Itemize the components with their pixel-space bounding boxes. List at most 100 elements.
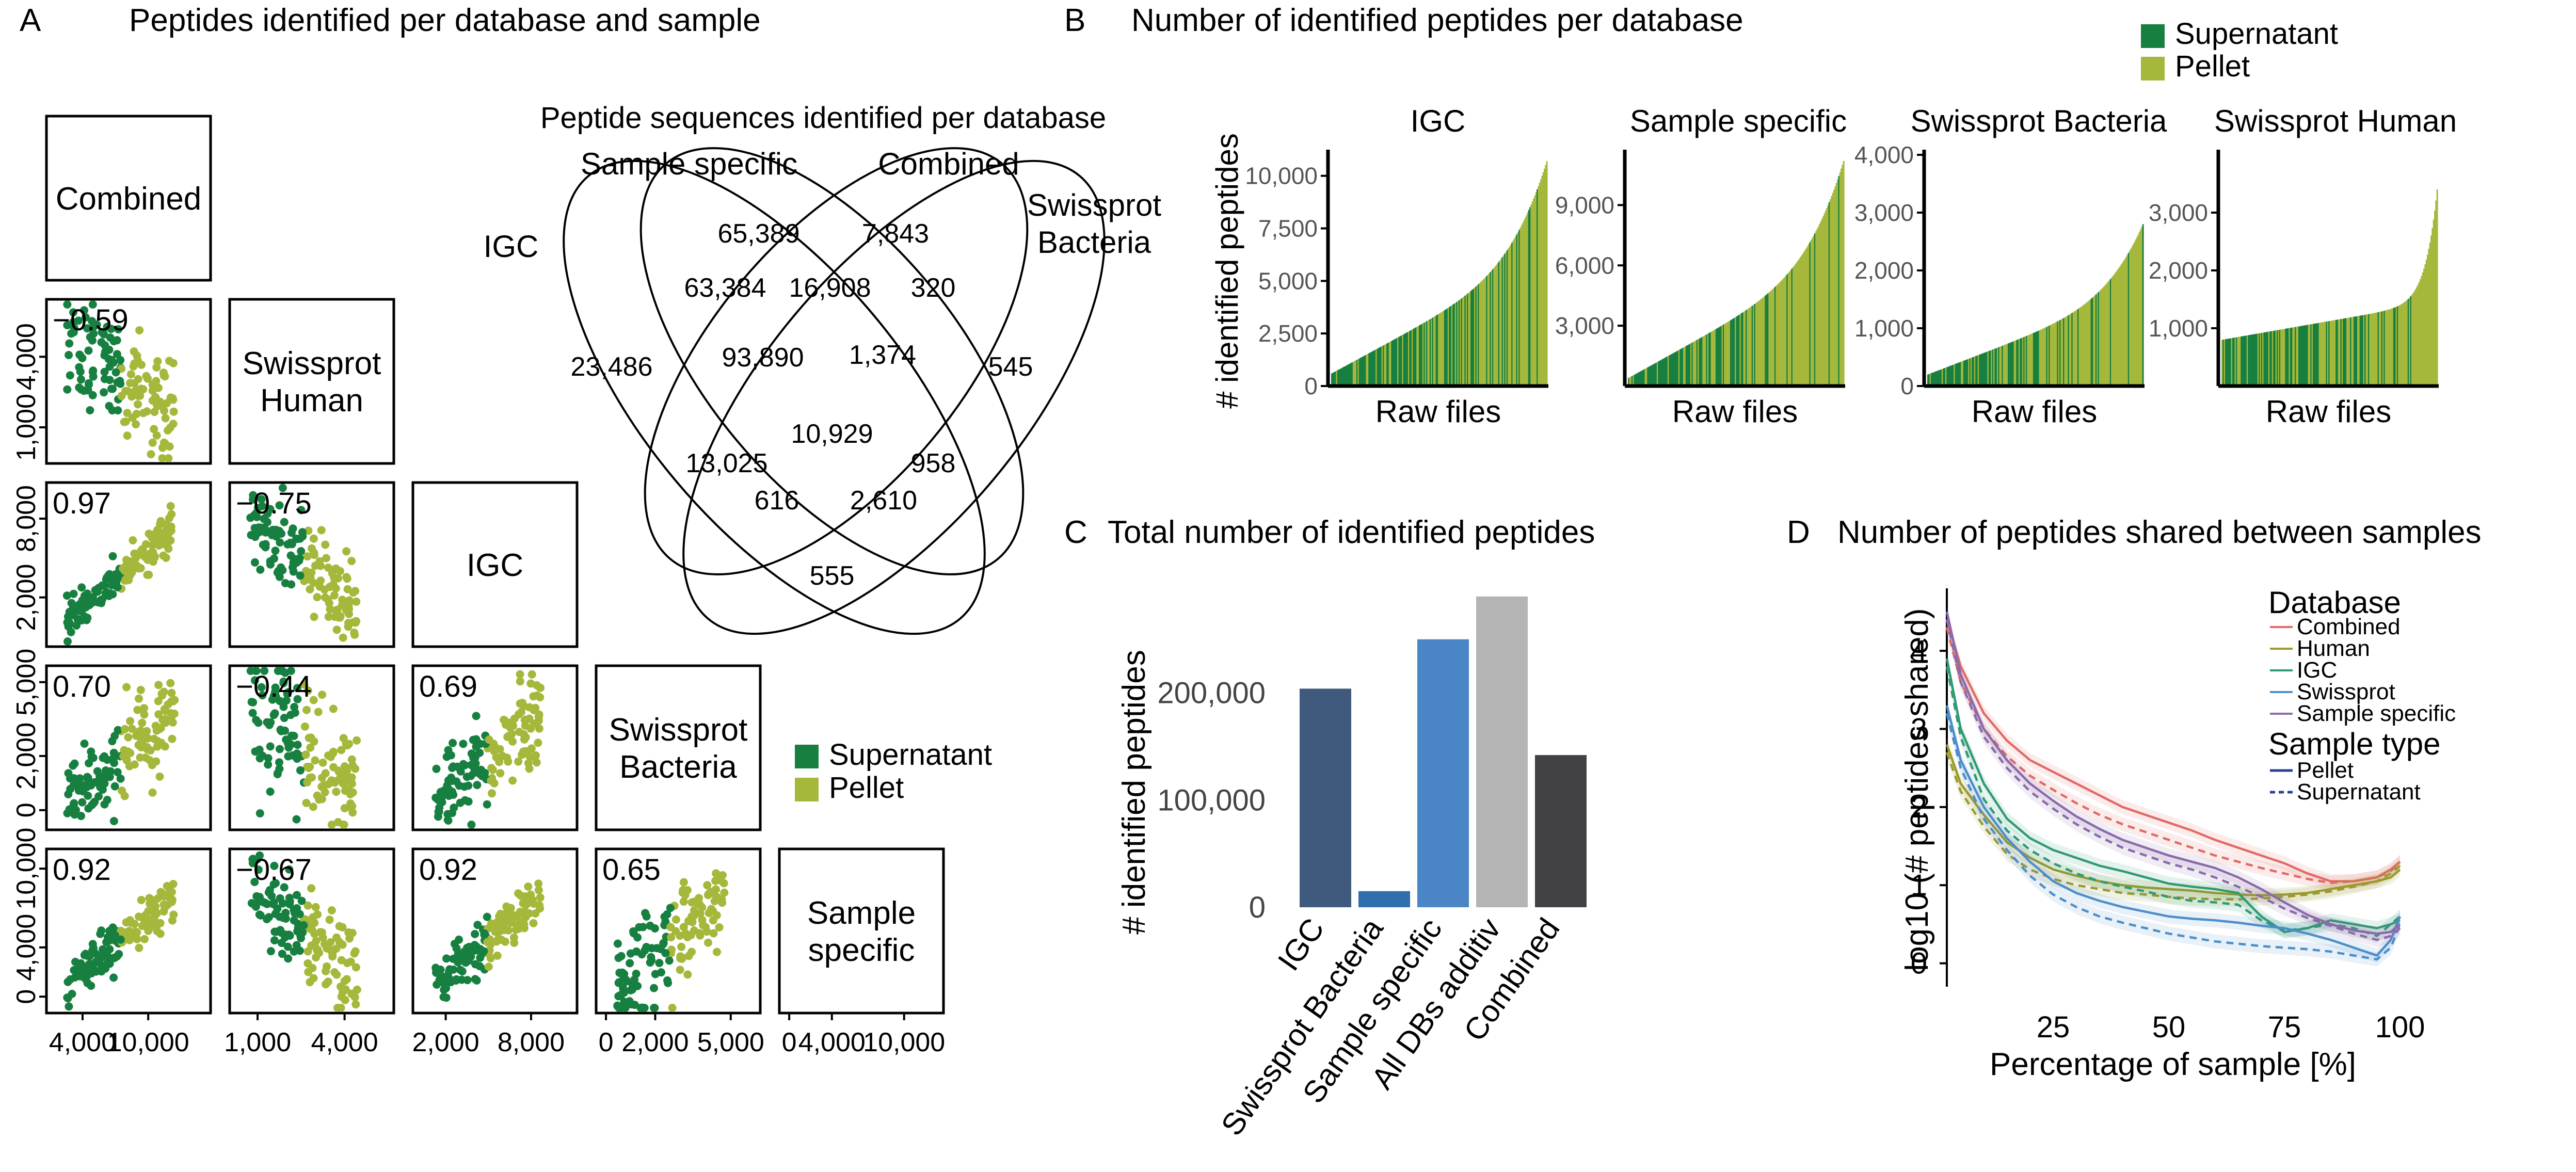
bar-supernatant bbox=[1767, 293, 1769, 386]
point-pellet bbox=[303, 959, 312, 968]
bar-supernatant bbox=[2025, 336, 2027, 386]
bar-pellet bbox=[2024, 336, 2026, 386]
point-pellet bbox=[147, 450, 155, 459]
bar-pellet bbox=[2120, 264, 2122, 386]
point-supernatant bbox=[455, 935, 463, 944]
bar-pellet bbox=[1779, 282, 1781, 386]
y-tick-label: 2,000 bbox=[11, 723, 41, 790]
x-axis-label: Raw files bbox=[1672, 394, 1798, 429]
bar-pellet bbox=[1777, 284, 1779, 386]
bar-pellet bbox=[2000, 346, 2002, 386]
point-supernatant bbox=[449, 791, 458, 799]
point-supernatant bbox=[477, 950, 486, 958]
bar-2 bbox=[1417, 639, 1469, 907]
bar-supernatant bbox=[1337, 370, 1339, 386]
bar-supernatant bbox=[1387, 343, 1389, 386]
bar-pellet bbox=[2319, 323, 2322, 386]
bar-pellet bbox=[1531, 201, 1533, 386]
point-pellet bbox=[527, 670, 536, 679]
bar-supernatant bbox=[1477, 284, 1479, 386]
point-pellet bbox=[135, 326, 144, 334]
bar-supernatant bbox=[2012, 341, 2014, 386]
bar-supernatant bbox=[1980, 354, 1982, 386]
point-pellet bbox=[156, 929, 165, 938]
bar-supernatant bbox=[1719, 327, 1721, 386]
bar-supernatant bbox=[1939, 370, 1941, 386]
point-pellet bbox=[712, 869, 721, 878]
bar-supernatant bbox=[1736, 316, 1738, 386]
x-tick-label: 10,000 bbox=[863, 1027, 945, 1057]
bar-supernatant bbox=[1950, 365, 1952, 386]
point-pellet bbox=[335, 775, 344, 784]
venn-region-value: 2,610 bbox=[850, 486, 917, 516]
bar-pellet bbox=[1739, 314, 1741, 386]
bar-pellet bbox=[2387, 310, 2389, 386]
point-supernatant bbox=[445, 965, 454, 974]
point-supernatant bbox=[98, 328, 106, 336]
point-pellet bbox=[133, 561, 141, 570]
bar-pellet bbox=[2399, 305, 2401, 386]
bar-pellet bbox=[2102, 287, 2104, 386]
point-pellet bbox=[321, 769, 330, 778]
bar-supernatant bbox=[1670, 355, 1672, 386]
point-pellet bbox=[132, 420, 140, 429]
bar-pellet bbox=[2041, 329, 2043, 386]
point-supernatant bbox=[76, 367, 85, 376]
bar-pellet bbox=[1698, 339, 1699, 386]
point-supernatant bbox=[298, 528, 307, 537]
bar-pellet bbox=[2130, 248, 2132, 386]
bar-pellet bbox=[1381, 346, 1383, 386]
bar-supernatant bbox=[1399, 336, 1401, 386]
bar-pellet bbox=[2346, 318, 2348, 386]
bar-supernatant bbox=[2226, 339, 2228, 386]
point-pellet bbox=[536, 693, 545, 702]
bar-pellet bbox=[1797, 260, 1799, 386]
point-pellet bbox=[158, 691, 167, 700]
point-pellet bbox=[488, 765, 497, 774]
point-supernatant bbox=[483, 912, 491, 921]
point-supernatant bbox=[281, 930, 290, 939]
point-supernatant bbox=[111, 368, 120, 377]
point-pellet bbox=[709, 929, 718, 938]
bar-supernatant bbox=[2310, 324, 2312, 386]
y-tick-label: 4,000 bbox=[1854, 141, 1914, 168]
point-pellet bbox=[306, 978, 314, 987]
point-supernatant bbox=[110, 782, 119, 791]
point-supernatant bbox=[89, 753, 98, 762]
point-supernatant bbox=[103, 574, 112, 583]
bar-supernatant bbox=[2355, 316, 2357, 386]
point-pellet bbox=[119, 928, 127, 937]
bar-4 bbox=[1535, 755, 1587, 907]
point-pellet bbox=[300, 680, 309, 689]
bar-supernatant bbox=[1677, 350, 1679, 386]
point-pellet bbox=[311, 756, 319, 765]
bar-supernatant bbox=[1722, 324, 1724, 386]
y-tick-label: 0 bbox=[1249, 891, 1266, 924]
x-axis-label: Raw files bbox=[1972, 394, 2097, 429]
point-supernatant bbox=[84, 774, 92, 782]
point-pellet bbox=[132, 410, 141, 418]
bar-supernatant bbox=[1516, 234, 1518, 386]
point-pellet bbox=[524, 759, 533, 767]
point-supernatant bbox=[455, 956, 464, 965]
subplot-title: Swissprot Human bbox=[2214, 104, 2457, 138]
point-pellet bbox=[142, 407, 151, 416]
point-supernatant bbox=[292, 815, 301, 824]
bar-supernatant bbox=[1740, 313, 1742, 386]
bar-supernatant bbox=[2307, 325, 2309, 386]
point-pellet bbox=[318, 758, 327, 767]
point-supernatant bbox=[442, 993, 451, 1002]
bar-pellet bbox=[2018, 339, 2020, 386]
bar-pellet bbox=[1463, 296, 1465, 386]
bar-supernatant bbox=[2270, 331, 2273, 386]
point-supernatant bbox=[77, 812, 85, 821]
bar-supernatant bbox=[2063, 318, 2065, 386]
y-tick-label: 10,000 bbox=[1245, 163, 1318, 189]
point-pellet bbox=[344, 622, 353, 631]
bar-pellet bbox=[1795, 264, 1797, 386]
point-pellet bbox=[343, 574, 351, 583]
bar-supernatant bbox=[1952, 364, 1954, 386]
venn-region-value: 320 bbox=[911, 273, 956, 303]
point-pellet bbox=[161, 414, 170, 423]
point-supernatant bbox=[433, 980, 441, 989]
